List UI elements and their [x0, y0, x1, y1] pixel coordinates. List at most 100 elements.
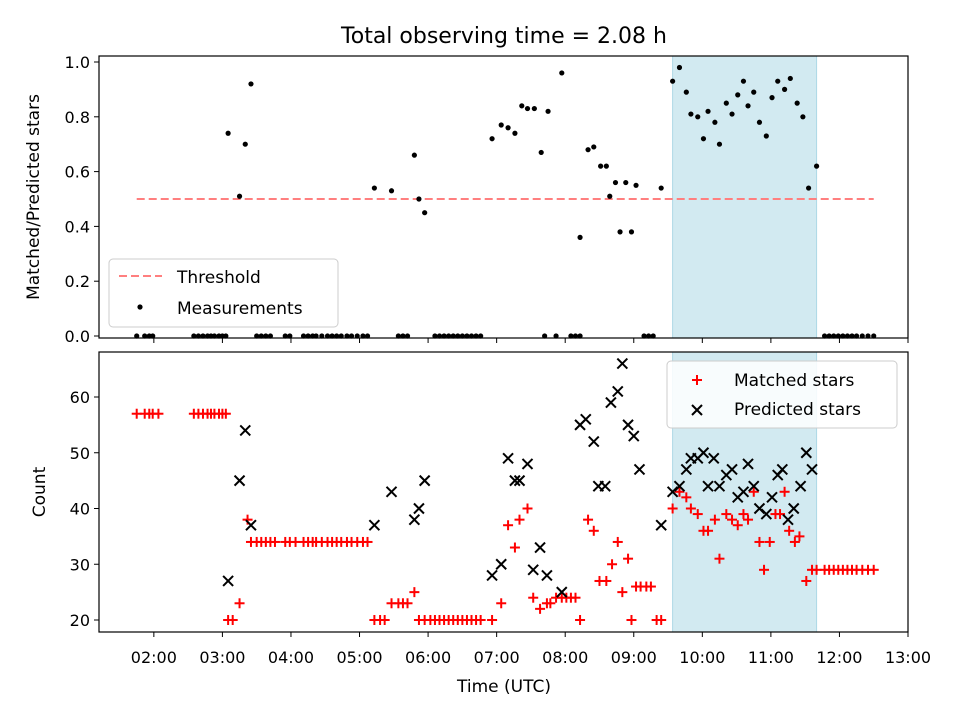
- marker-stroke: [239, 424, 251, 437]
- predicted-star-marker: [782, 513, 794, 526]
- measurement-point: [422, 210, 428, 216]
- predicted-star-marker: [776, 463, 789, 476]
- x-tick-label: 04:00: [268, 648, 314, 667]
- x-tick-label: 02:00: [131, 648, 177, 667]
- bottom-y-tick-label: 20: [70, 611, 90, 630]
- matched-star-marker: [789, 536, 800, 547]
- marker-stroke: [737, 486, 750, 498]
- measurement-point: [305, 333, 311, 339]
- marker-stroke: [556, 586, 568, 598]
- measurement-point: [805, 185, 812, 191]
- measurement-point: [572, 333, 579, 339]
- matched-star-marker: [612, 536, 623, 547]
- x-tick-label: 11:00: [748, 648, 794, 667]
- measurement-point: [411, 152, 417, 158]
- predicted-star-marker: [766, 491, 778, 504]
- measurement-point: [319, 333, 325, 339]
- measurement-point: [489, 136, 495, 142]
- chart-title: Total observing time = 2.08 h: [340, 24, 667, 49]
- measurement-point: [751, 89, 757, 95]
- measurement-point: [223, 333, 229, 339]
- measurement-point: [859, 333, 865, 339]
- measurement-point: [688, 111, 694, 117]
- matched-star-marker: [509, 542, 520, 553]
- matched-star-marker: [714, 553, 725, 564]
- x-tick-label: 05:00: [336, 648, 382, 667]
- marker-stroke: [385, 486, 398, 498]
- marker-stroke: [742, 458, 754, 470]
- measurement-point: [756, 119, 763, 125]
- measurement-point: [313, 333, 319, 339]
- measurement-point: [459, 333, 465, 339]
- measurement-point: [821, 333, 828, 339]
- predicted-star-marker: [708, 452, 720, 465]
- marker-stroke: [521, 458, 534, 470]
- measurement-point: [371, 185, 377, 191]
- legend-box: [666, 360, 898, 429]
- bottom-y-tick-label: 50: [70, 444, 90, 463]
- measurement-point: [840, 333, 846, 339]
- measurement-point: [700, 136, 707, 142]
- marker-stroke: [788, 502, 800, 515]
- measurement-point: [800, 114, 806, 120]
- top-y-tick-label: 0.6: [65, 163, 90, 182]
- measurement-point: [740, 78, 747, 84]
- matched-star-marker: [868, 564, 879, 575]
- bottom-y-tick-label: 40: [70, 500, 90, 519]
- predicted-star-marker: [726, 463, 738, 476]
- measurement-point: [705, 108, 711, 114]
- top-highlight-span: [672, 55, 818, 339]
- measurement-point: [813, 163, 820, 169]
- measurement-point: [577, 234, 583, 240]
- marker-stroke: [673, 480, 686, 492]
- measurement-point: [267, 333, 273, 339]
- marker-stroke: [800, 447, 813, 459]
- measurement-point: [134, 333, 140, 339]
- marker-stroke: [599, 480, 611, 492]
- measurement-point: [324, 333, 331, 339]
- marker-stroke: [782, 513, 794, 526]
- measurement-point: [446, 333, 452, 339]
- marker-stroke: [408, 513, 421, 526]
- predicted-star-marker: [245, 519, 257, 531]
- predicted-star-marker: [556, 586, 568, 598]
- matched-star-marker: [754, 536, 765, 547]
- legend-predicted-label: Predicted stars: [734, 400, 861, 420]
- predicted-star-marker: [673, 480, 686, 492]
- measurement-point: [263, 333, 269, 339]
- measurement-point: [191, 333, 197, 339]
- matched-star-marker: [402, 598, 413, 609]
- marker-stroke: [541, 569, 553, 582]
- measurement-point: [195, 333, 202, 339]
- measurement-point: [468, 333, 475, 339]
- measurement-point: [360, 333, 366, 339]
- bottom-y-tick-label: 30: [70, 555, 90, 574]
- measurement-point: [617, 229, 623, 235]
- matched-star-marker: [623, 553, 634, 564]
- marker-stroke: [616, 357, 629, 370]
- predicted-star-marker: [239, 424, 251, 437]
- marker-stroke: [628, 430, 640, 442]
- measurement-point: [553, 333, 559, 339]
- matched-star-marker: [656, 615, 667, 625]
- predicted-star-marker: [633, 463, 646, 476]
- measurement-point: [853, 333, 860, 339]
- marker-stroke: [794, 480, 807, 492]
- matched-star-marker: [784, 525, 795, 536]
- measurement-point: [716, 141, 723, 147]
- measurement-point: [142, 333, 148, 339]
- measurement-point: [787, 75, 793, 82]
- count-panel: 20 30 40 50 60 02:00 03:00 04:00 05:00 06:00 07:00…: [70, 351, 931, 667]
- measurement-point: [542, 333, 548, 339]
- measurement-point: [344, 333, 350, 339]
- measurement-point: [242, 141, 248, 147]
- matched-star-marker: [674, 486, 685, 497]
- marker-stroke: [708, 452, 720, 465]
- predicted-star-marker: [534, 541, 546, 554]
- matched-star-marker: [775, 509, 786, 520]
- measurement-point: [585, 147, 591, 153]
- measurement-point: [835, 333, 841, 339]
- matched-star-marker: [748, 486, 759, 497]
- predicted-star-marker: [385, 486, 398, 498]
